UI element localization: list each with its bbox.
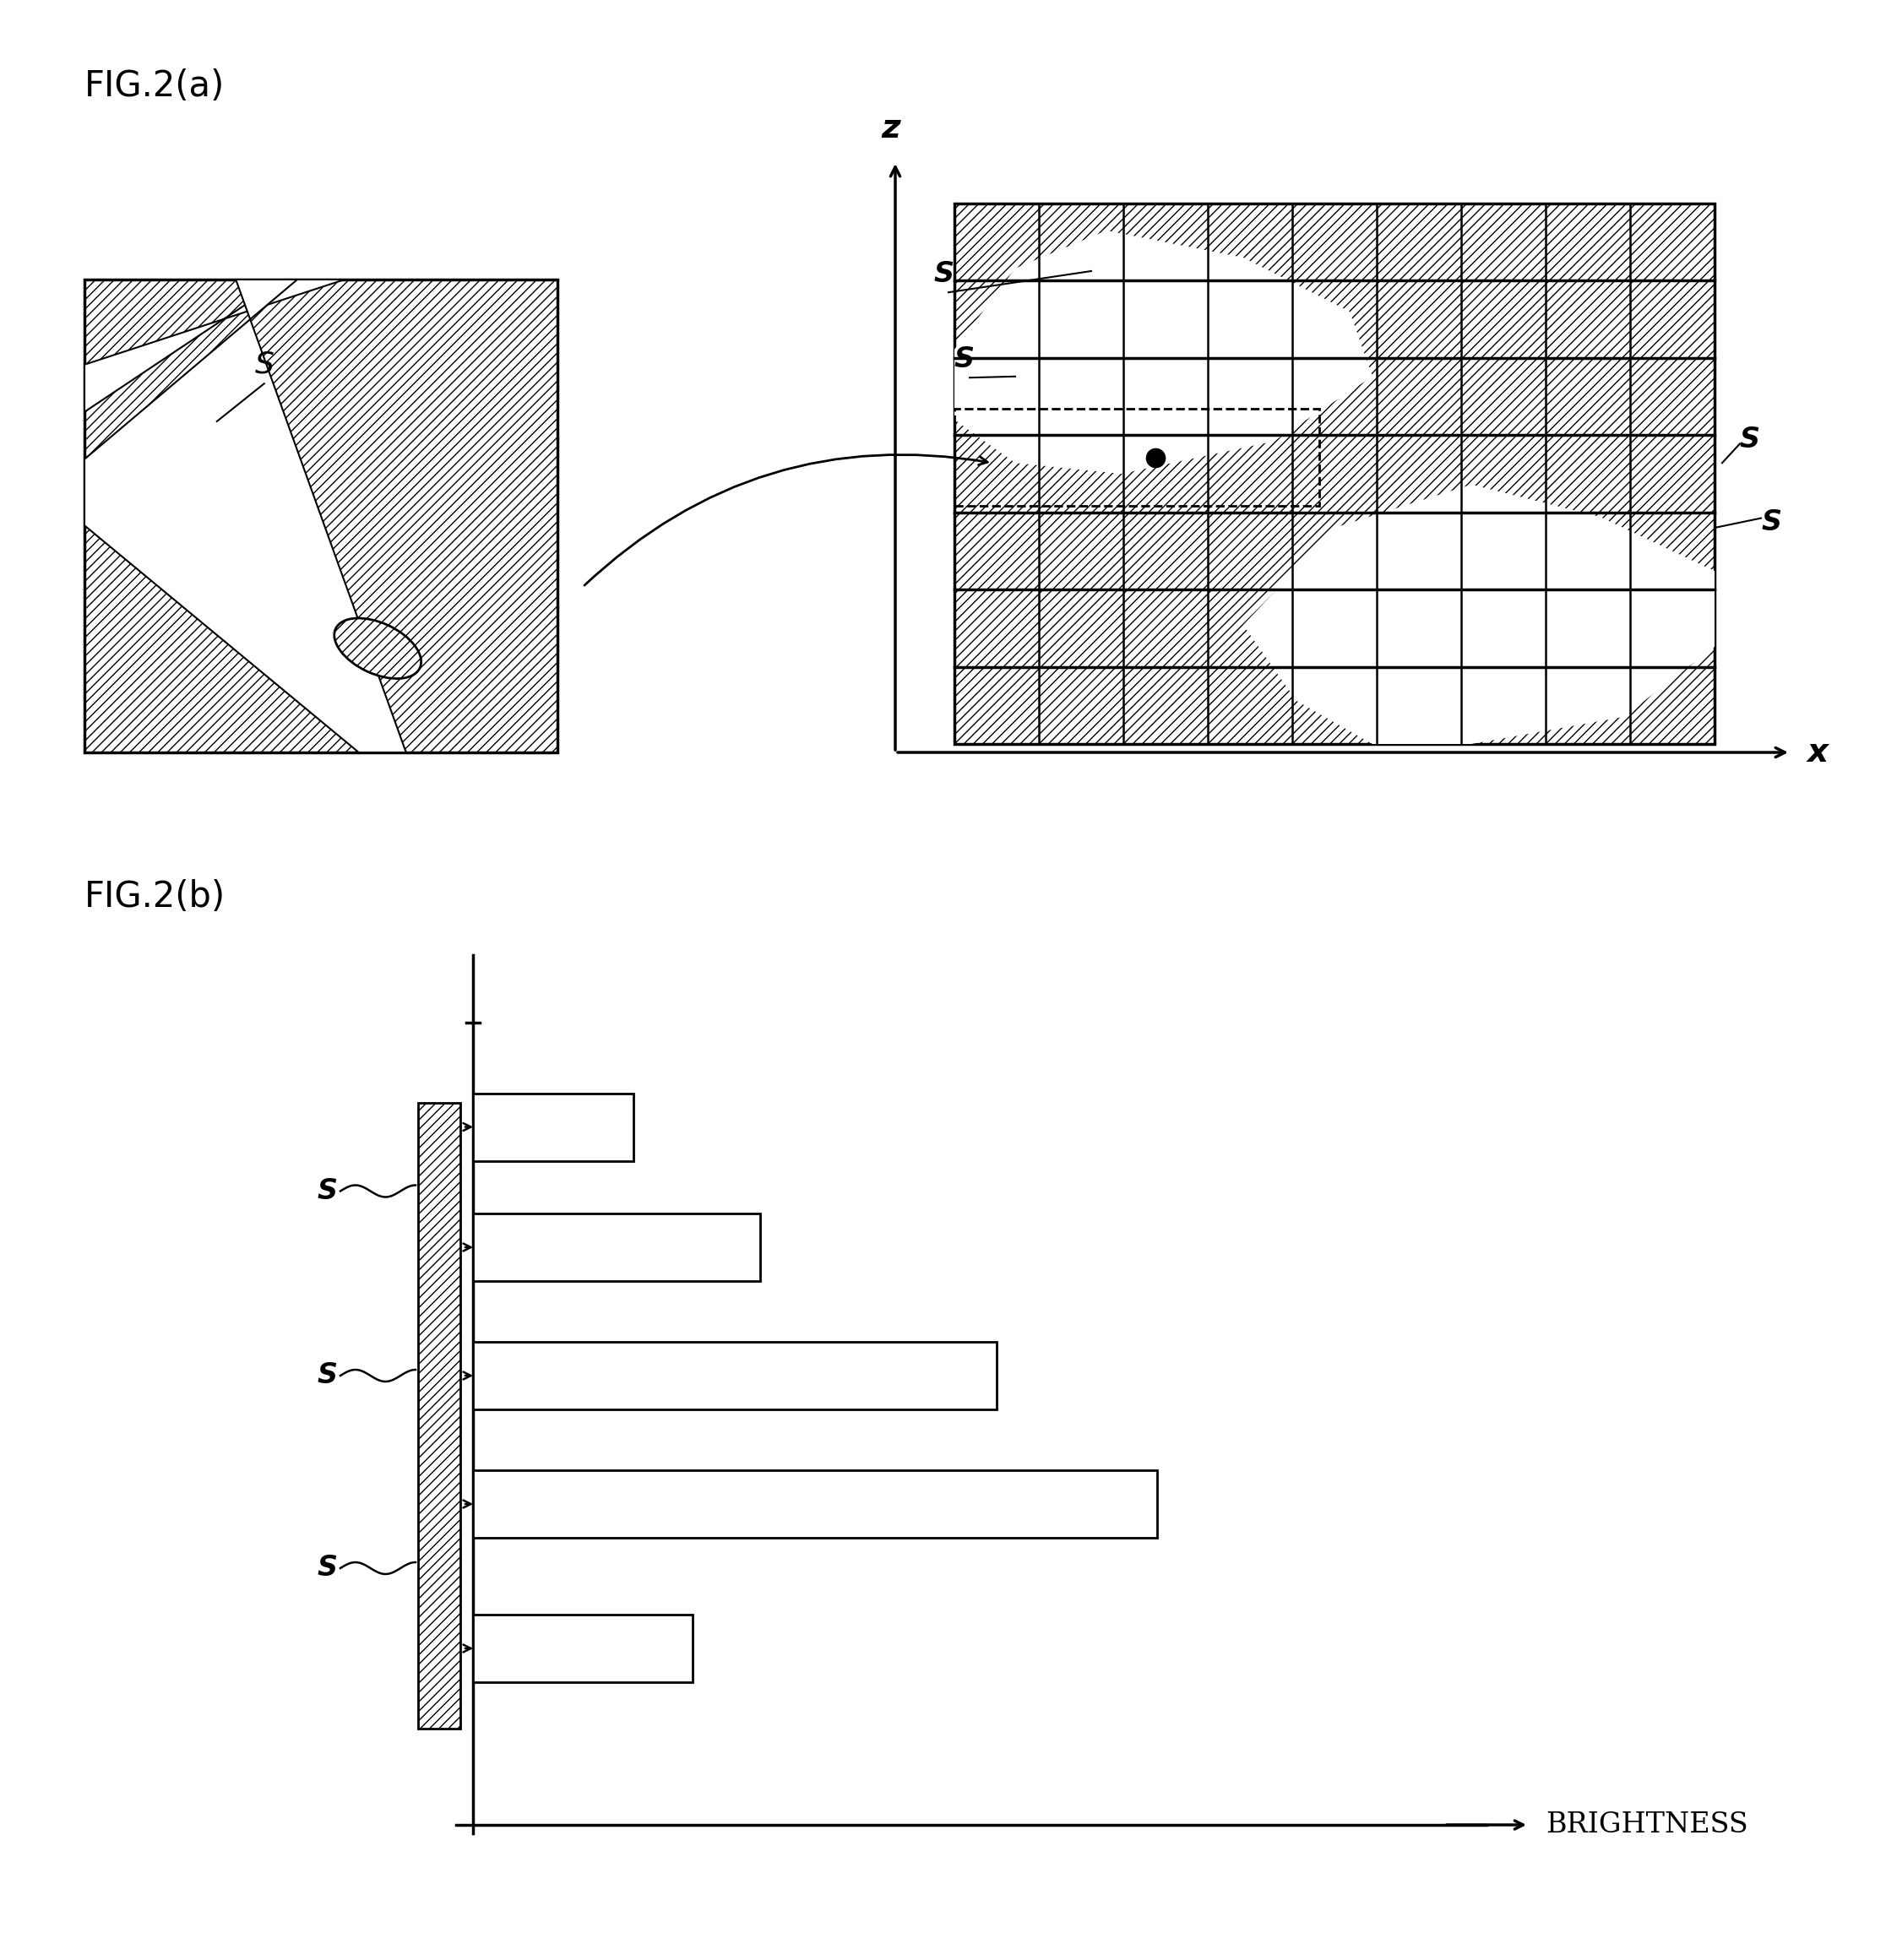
Bar xyxy=(419,1103,460,1729)
Text: x: x xyxy=(1807,737,1829,768)
Text: S: S xyxy=(1741,425,1760,453)
Bar xyxy=(473,1470,1158,1539)
Text: FIG.2(b): FIG.2(b) xyxy=(85,880,226,915)
Text: FIG.2(a): FIG.2(a) xyxy=(85,69,224,104)
Text: S: S xyxy=(954,345,975,374)
Text: BRIGHTNESS: BRIGHTNESS xyxy=(1547,1811,1748,1838)
Bar xyxy=(473,1615,692,1682)
Polygon shape xyxy=(1243,484,1714,745)
Polygon shape xyxy=(85,280,345,412)
Ellipse shape xyxy=(334,617,421,678)
Bar xyxy=(473,1094,634,1160)
Bar xyxy=(473,1213,760,1282)
Bar xyxy=(954,204,1714,745)
Text: z: z xyxy=(881,112,902,145)
Bar xyxy=(473,1343,996,1409)
Bar xyxy=(85,280,558,753)
Polygon shape xyxy=(954,231,1373,474)
Bar xyxy=(954,410,1320,506)
Text: S: S xyxy=(317,1362,338,1390)
Text: S: S xyxy=(1762,508,1780,537)
Text: S: S xyxy=(255,351,273,378)
Text: S: S xyxy=(317,1554,338,1582)
Polygon shape xyxy=(85,280,405,753)
Text: S: S xyxy=(317,1178,338,1205)
Text: S: S xyxy=(934,261,954,288)
